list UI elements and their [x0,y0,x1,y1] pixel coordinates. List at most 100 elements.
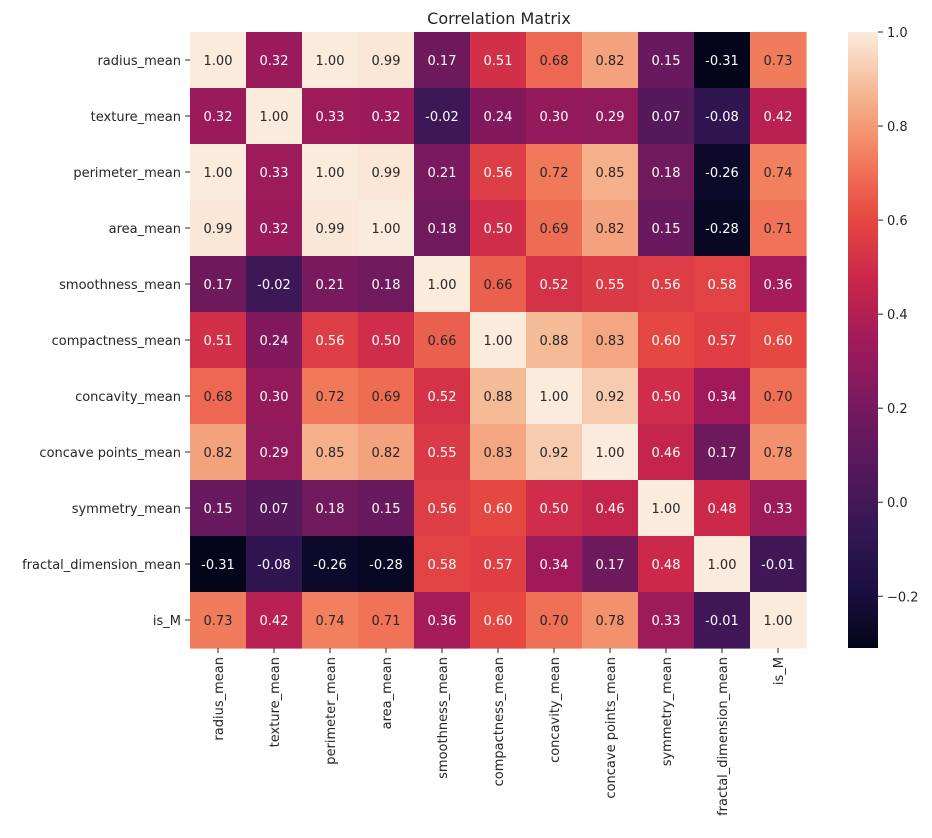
heatmap-cell-value: -0.08 [257,558,291,573]
heatmap-cell-value: 0.83 [484,446,513,461]
heatmap-cell-value: 1.00 [204,166,233,181]
heatmap-cell-value: 0.83 [596,334,625,349]
heatmap-cell [750,424,807,481]
heatmap-cell [190,368,247,425]
heatmap-cell [750,312,807,369]
heatmap-cell-value: 0.36 [764,278,793,293]
heatmap-cell-value: 0.55 [428,446,457,461]
colorbar-tick-label: 0.2 [887,402,908,417]
heatmap-cell [302,144,359,201]
heatmap-cell-value: 0.18 [372,278,401,293]
heatmap-cell [750,144,807,201]
heatmap-cell-value: 0.42 [764,110,793,125]
heatmap-cell-value: 0.88 [540,334,569,349]
heatmap-cell-value: 0.60 [484,502,513,517]
heatmap-cell [414,312,471,369]
y-axis-tick-label: texture_mean [91,110,181,125]
heatmap-cell-value: -0.28 [369,558,403,573]
heatmap-cell [414,536,471,593]
heatmap-cell-value: 0.33 [316,110,345,125]
heatmap-cell [750,368,807,425]
heatmap-cell-value: 0.24 [260,334,289,349]
heatmap-cell [470,88,527,145]
heatmap-cell [302,424,359,481]
heatmap-cell-value: 0.68 [540,54,569,69]
heatmap-cell-value: 0.58 [428,558,457,573]
heatmap-cell-value: 0.30 [540,110,569,125]
heatmap-cell-value: 0.56 [484,166,513,181]
heatmap-cell-value: 1.00 [652,502,681,517]
heatmap-cell [414,368,471,425]
heatmap-cell [638,256,695,313]
heatmap-cell-value: 1.00 [316,166,345,181]
heatmap-cell-value: 0.17 [204,278,233,293]
heatmap-cell [246,32,303,89]
heatmap-cell [246,200,303,257]
heatmap-cell [358,368,415,425]
heatmap-cell-value: -0.08 [705,110,739,125]
heatmap-cell-value: 0.55 [596,278,625,293]
heatmap-cell-value: 0.21 [428,166,457,181]
heatmap-cell [190,200,247,257]
heatmap-cell-value: 0.17 [708,446,737,461]
x-axis-tick-label: perimeter_mean [324,657,339,765]
heatmap-cell [694,368,751,425]
heatmap-cell [246,88,303,145]
heatmap-cell [358,32,415,89]
heatmap-cell [414,256,471,313]
x-axis-tick-label: smoothness_mean [436,657,451,779]
heatmap-cell [246,368,303,425]
heatmap-cell [414,144,471,201]
heatmap-cell-value: 0.36 [428,614,457,629]
heatmap-cell-value: 0.51 [484,54,513,69]
colorbar-gradient [848,32,878,648]
heatmap-cell-value: 0.85 [596,166,625,181]
heatmap-cell-value: 0.73 [764,54,793,69]
colorbar: −0.2 0.0 0.2 0.4 0.6 0.8 1.0 [848,26,919,648]
heatmap-cell-value: 1.00 [428,278,457,293]
heatmap-cell-value: 1.00 [596,446,625,461]
heatmap-cell-value: 0.46 [596,502,625,517]
heatmap-cell [246,312,303,369]
heatmap-cell [470,536,527,593]
heatmap-cell-value: 0.33 [652,614,681,629]
colorbar-tick-label: −0.2 [887,590,919,605]
y-axis-tick-label: concavity_mean [75,390,181,405]
heatmap-cell [302,592,359,649]
heatmap-cell [470,200,527,257]
x-axis-tick-label: compactness_mean [492,657,507,786]
heatmap-cell-value: 0.74 [316,614,345,629]
heatmap-cell-value: 0.68 [204,390,233,405]
heatmap-cell-value: 0.78 [596,614,625,629]
heatmap-cell-value: 0.15 [372,502,401,517]
heatmap-cell-value: 0.88 [484,390,513,405]
heatmap-cell [190,480,247,537]
heatmap-cell-value: 0.60 [652,334,681,349]
heatmap-cell-value: 0.48 [708,502,737,517]
heatmap-cell-value: 0.50 [484,222,513,237]
heatmap-cell [694,536,751,593]
heatmap-cell [582,256,639,313]
heatmap-cell [694,32,751,89]
heatmap-cell-value: -0.01 [761,558,795,573]
heatmap-cell-value: 0.72 [316,390,345,405]
heatmap-cell [470,144,527,201]
heatmap-cell [190,312,247,369]
heatmap-cell [470,368,527,425]
colorbar-tick-label: 0.0 [887,496,908,511]
y-axis-tick-label: concave points_mean [39,446,181,461]
heatmap-cell [190,144,247,201]
heatmap-cell [582,144,639,201]
heatmap-cell-value: 0.56 [316,334,345,349]
heatmap-cell [638,424,695,481]
heatmap-cell [302,88,359,145]
heatmap-cell [190,424,247,481]
heatmap-cell-value: 0.99 [372,54,401,69]
heatmap-cell [302,368,359,425]
heatmap-cell [302,312,359,369]
heatmap-cell-value: 0.66 [484,278,513,293]
heatmap-cell [750,88,807,145]
heatmap-cell [582,368,639,425]
heatmap-cell-value: 1.00 [764,614,793,629]
heatmap-cell-value: 0.18 [652,166,681,181]
